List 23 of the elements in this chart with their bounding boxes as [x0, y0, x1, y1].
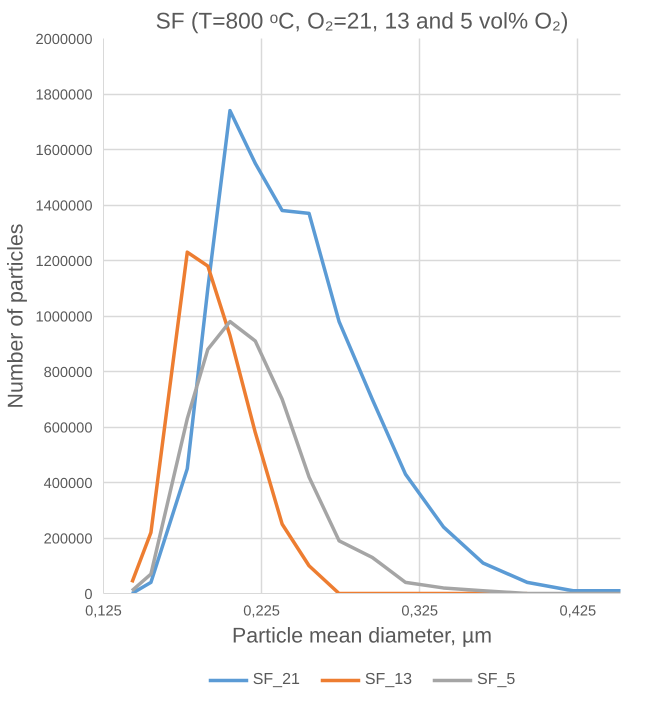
x-tick-label: 0,325	[401, 604, 438, 620]
y-tick-label: 1600000	[35, 143, 93, 159]
x-tick-label: 0,425	[559, 604, 596, 620]
y-axis-title: Number of particles	[3, 224, 28, 408]
y-tick-label: 800000	[44, 365, 93, 381]
x-tick-label: 0,125	[85, 604, 122, 620]
y-tick-label: 1200000	[35, 254, 93, 270]
x-tick-label: 0,225	[243, 604, 280, 620]
legend-label: SF_5	[477, 671, 516, 689]
y-tick-label: 1400000	[35, 198, 93, 214]
y-tick-label: 0	[84, 587, 93, 603]
y-tick-label: 1000000	[35, 310, 93, 326]
line-series	[130, 320, 620, 594]
y-tick-label: 600000	[44, 420, 93, 436]
x-axis-title: Particle mean diameter, µm	[232, 624, 492, 648]
y-tick-label: 2000000	[35, 32, 93, 48]
line-series	[130, 108, 620, 594]
y-tick-label: 400000	[44, 476, 93, 492]
y-tick-label: 200000	[44, 532, 93, 548]
legend-label: SF_13	[364, 671, 412, 689]
y-tick-label: 1800000	[35, 88, 93, 104]
legend-label: SF_21	[252, 671, 300, 689]
chart-title: SF (T=800 ᵒC, O₂=21, 13 and 5 vol% O₂)	[156, 8, 568, 34]
